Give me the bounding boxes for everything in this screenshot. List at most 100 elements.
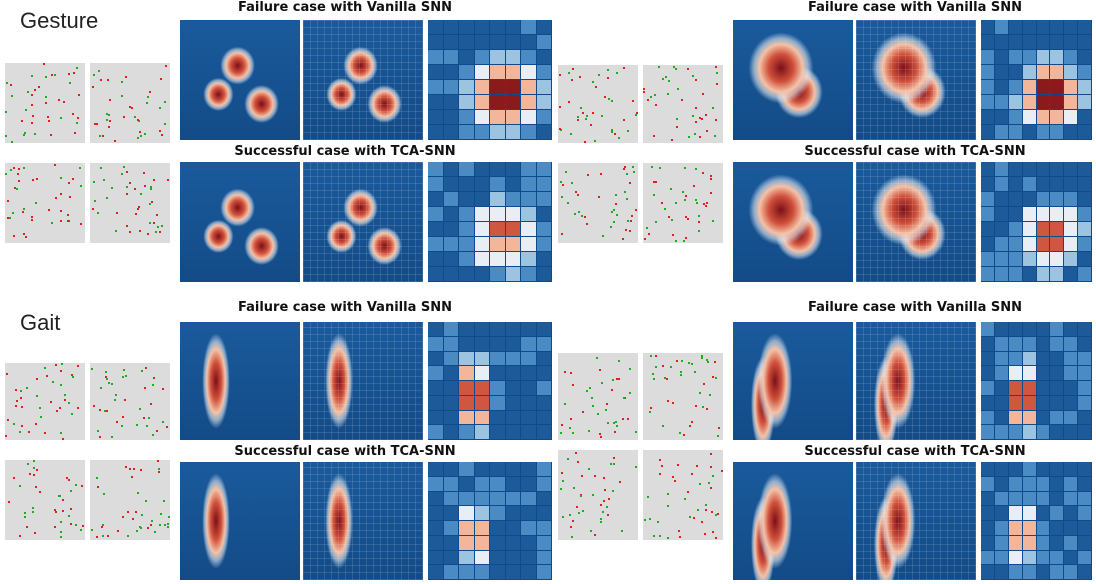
event-dot — [672, 476, 674, 478]
heatmap-cell — [1023, 162, 1036, 176]
event-frame — [5, 363, 85, 440]
heatmap-cell — [475, 396, 490, 410]
event-dot — [564, 371, 566, 373]
heatmap-cell — [521, 506, 536, 520]
heatmap-cell — [1009, 267, 1022, 281]
event-dot — [161, 225, 163, 227]
heatmap-cell — [490, 95, 505, 109]
event-dot — [35, 423, 37, 425]
event-dot — [611, 131, 613, 133]
event-dot — [66, 477, 68, 479]
heatmap-cell — [506, 267, 521, 281]
heatmap-cell — [1078, 125, 1091, 139]
event-dot — [594, 475, 596, 477]
heatmap-cell — [506, 462, 521, 476]
heatmap-cell — [459, 35, 474, 49]
event-dot — [46, 375, 48, 377]
event-dot — [655, 221, 657, 223]
event-dot — [649, 518, 651, 520]
heatmap-cell — [1023, 222, 1036, 236]
heatmap-cell — [1078, 252, 1091, 266]
event-dot — [165, 65, 167, 67]
event-dot — [606, 403, 608, 405]
heatmap-cell — [1064, 366, 1077, 380]
event-dot — [710, 466, 712, 468]
heatmap-cell — [537, 267, 552, 281]
heatmap-cell — [506, 425, 521, 439]
event-dot — [675, 68, 677, 70]
event-dot — [32, 507, 34, 509]
event-dot — [699, 392, 701, 394]
event-dot — [125, 375, 127, 377]
event-dot — [650, 96, 652, 98]
event-dot — [607, 69, 609, 71]
heatmap-cell — [1050, 411, 1063, 425]
event-dot — [69, 82, 71, 84]
event-dot — [12, 212, 14, 214]
event-dot — [718, 427, 720, 429]
heatmap-cell — [506, 125, 521, 139]
event-dot — [600, 173, 602, 175]
event-dot — [711, 511, 713, 513]
heatmap-cell — [1023, 425, 1036, 439]
heatmap-cell — [459, 565, 474, 579]
event-frame — [643, 450, 723, 540]
event-dot — [716, 83, 718, 85]
event-dot — [62, 499, 64, 501]
event-dot — [622, 238, 624, 240]
heatmap-cell — [1023, 411, 1036, 425]
heatmap-cell — [1078, 551, 1091, 565]
event-dot — [27, 463, 29, 465]
heatmap-cell — [521, 551, 536, 565]
heatmap-cell — [1009, 536, 1022, 550]
event-dot — [60, 370, 62, 372]
heatmap-cell — [1078, 565, 1091, 579]
event-dot — [44, 432, 46, 434]
event-dot — [575, 452, 577, 454]
heatmap-cell — [537, 35, 552, 49]
event-dot — [701, 118, 703, 120]
event-dot — [691, 421, 693, 423]
heatmap-grid — [303, 162, 423, 282]
heatmap-cell — [1009, 65, 1022, 79]
event-dot — [159, 231, 161, 233]
event-dot — [68, 479, 70, 481]
heatmap-cell — [537, 462, 552, 476]
event-dot — [659, 473, 661, 475]
event-dot — [25, 109, 27, 111]
event-dot — [75, 524, 77, 526]
heatmap-cell — [1064, 396, 1077, 410]
event-dot — [68, 73, 70, 75]
heatmap-cell — [459, 352, 474, 366]
heatmap-cell — [1023, 536, 1036, 550]
heatmap-cell — [490, 65, 505, 79]
event-dot — [98, 70, 100, 72]
event-dot — [137, 119, 139, 121]
heatmap — [303, 462, 423, 580]
event-dot — [111, 383, 113, 385]
event-dot — [140, 193, 142, 195]
heatmap-cell — [995, 267, 1008, 281]
event-dot — [695, 405, 697, 407]
heatmap-cell — [1023, 366, 1036, 380]
heatmap-cell — [981, 477, 994, 491]
heatmap-cell — [475, 110, 490, 124]
heatmap-cell — [1078, 396, 1091, 410]
event-dot — [122, 416, 124, 418]
event-dot — [29, 473, 31, 475]
event-dot — [598, 74, 600, 76]
heatmap-cell — [537, 80, 552, 94]
event-dot — [694, 371, 696, 373]
event-dot — [653, 535, 655, 537]
heatmap-cell — [444, 125, 459, 139]
event-dot — [7, 419, 9, 421]
heatmap-cell — [537, 337, 552, 351]
event-dot — [668, 216, 670, 218]
event-dot — [122, 516, 124, 518]
event-dot — [123, 369, 125, 371]
event-dot — [147, 527, 149, 529]
heatmap-cell — [459, 207, 474, 221]
event-dot — [571, 182, 573, 184]
heatmap-cell — [490, 352, 505, 366]
heatmap-cell — [1064, 35, 1077, 49]
